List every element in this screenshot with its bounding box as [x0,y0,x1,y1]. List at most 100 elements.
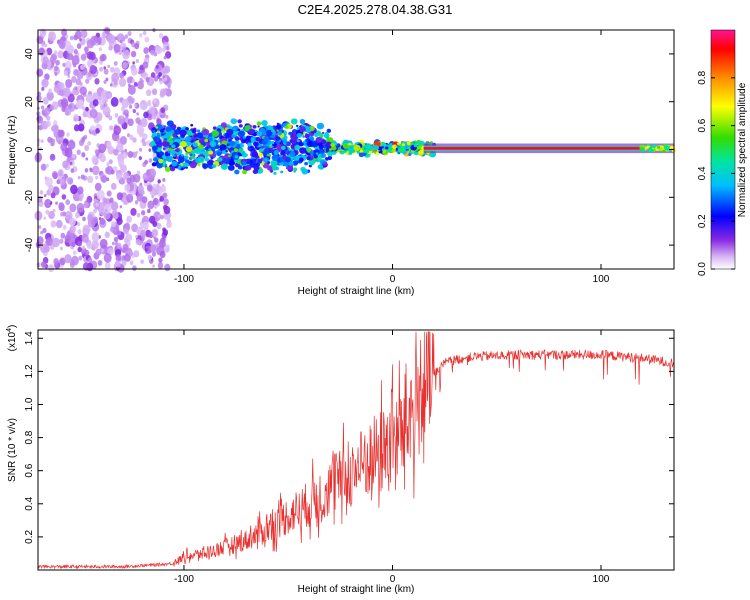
spectrogram-cell [126,76,133,84]
spectrogram-cell [245,135,252,141]
spectrogram-cell [142,61,149,69]
spectrogram-cell [116,33,125,43]
spectrogram-cell [163,204,168,211]
spectrogram-cell [142,30,147,36]
spectrogram-cell [83,46,89,53]
spectrogram-cell [243,153,248,157]
spectrogram-cell [135,59,140,64]
spectrogram-cell [282,154,288,160]
spectrogram-cell [224,155,228,159]
spectrogram-cell [164,80,168,85]
spectrogram-cell [211,130,220,137]
spectrogram-cell [164,163,168,167]
spectrogram-cell [206,160,213,166]
spectrogram-cell [158,72,163,77]
spectrogram-cell [74,87,78,91]
spectrogram-cell [131,67,138,76]
spectrogram-cell [103,252,112,263]
spectrogram-cell [147,200,155,210]
spectrogram-cell [159,250,166,259]
spectrogram-band-core [423,146,674,150]
spectrogram-cell [182,162,188,168]
spectrogram-cell [71,241,76,248]
spectrogram-cell [294,144,301,151]
spectrogram-cell [53,258,59,265]
spectrogram-cell [106,141,112,148]
spectrogram-cell [174,153,177,156]
spectrogram-cell [165,46,170,51]
spectrogram-cell [151,145,158,151]
spectrogram-cell [91,232,100,242]
spectrogram-cell [145,77,150,83]
snr-ytick-label: 1.2 [24,364,35,378]
spectrogram-cell [138,156,142,161]
spectrogram-cell [204,138,209,143]
snr-ytick-label: 1.4 [24,331,35,345]
svg-text:(x104): (x104) [6,325,18,352]
spectrogram-cell [42,227,47,234]
spectrogram-cell [119,40,123,44]
spectrogram-cell [234,136,240,141]
snr-frame [37,329,675,571]
spectrogram-cell [149,244,157,253]
spectrogram-cell [48,184,54,192]
spectrogram-cell [115,260,121,268]
spectrogram-cell [100,104,105,111]
spectrogram-cell [139,103,144,109]
spectrogram-cell [87,214,94,222]
spectrogram-cell [102,197,107,203]
spectrogram-cell [160,107,166,114]
spectrogram-cell [41,86,45,91]
spectrogram-cell [153,98,157,103]
spectrogram-cell [180,163,184,166]
spectrogram-cell [216,151,222,157]
spectrogram-cell [57,50,64,59]
chart-title: C2E4.2025.278.04.38.G31 [298,2,453,17]
spectrogram-cell [179,140,187,148]
spectrogram-cell [663,145,669,150]
spectrogram-cell [198,144,204,150]
spectrogram-cell [273,171,277,175]
spectrogram-cell [84,249,90,256]
spectrogram-cell [94,182,102,192]
spectrogram-cell [276,140,280,145]
spectrogram-cell [293,170,296,173]
spectrogram-cell [263,136,270,142]
spectrogram-cell [36,138,41,144]
spectrogram-cell [158,130,161,134]
spectrogram-cell [110,169,115,175]
spectrogram-cell [358,152,365,158]
spectrogram-cell [133,173,141,183]
spectrogram-cell [151,132,157,137]
spectrogram-cell [39,190,44,195]
spectrogram-cell [85,93,94,103]
spectrogram-cell [67,75,71,79]
snr-xtick-label: 0 [390,574,396,585]
spectrogram-cell [257,158,263,164]
spectrogram-cell [163,88,168,95]
spectrogram-cell [69,217,76,227]
spectrogram-cell [136,170,141,175]
spectrogram-cell [208,148,212,151]
spectrogram-cell [310,136,313,140]
spectrogram-cell [323,161,328,166]
spectrogram-cell [103,66,107,70]
spectrogram-cell [145,89,152,97]
snr-panel: -100 0 100 0.2 0.4 0.6 0.8 1.0 1.2 1.4 Height of … [6,325,675,595]
spectrogram-cell [48,200,51,204]
spectrogram-cell [37,36,44,45]
spectrogram-cell [124,34,129,39]
spectrogram-cell [60,232,66,239]
spectrogram-cell [131,151,138,158]
spectrogram-cell [130,97,135,104]
spectrogram-xlabel: Height of straight line (km) [298,286,415,297]
spectrogram-cell [237,128,241,132]
spectrogram-cell [60,98,69,108]
spectrogram-cell [639,147,644,151]
spectrogram-cell [257,131,261,135]
spectrogram-cell [151,130,155,134]
spectrogram-cell [73,48,78,55]
spectrogram-cell [152,197,159,206]
spectrogram-cell [136,112,139,116]
